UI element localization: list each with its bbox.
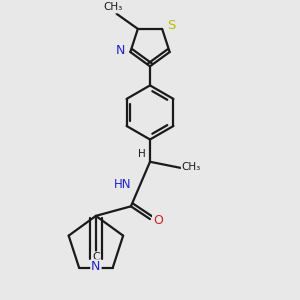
Text: N: N [91, 260, 101, 273]
Text: S: S [167, 19, 176, 32]
Text: N: N [116, 44, 125, 57]
Text: CH₃: CH₃ [104, 2, 123, 12]
Text: H: H [138, 149, 146, 159]
Text: O: O [153, 214, 163, 227]
Text: HN: HN [114, 178, 132, 190]
Text: C: C [92, 252, 100, 262]
Text: CH₃: CH₃ [182, 161, 201, 172]
